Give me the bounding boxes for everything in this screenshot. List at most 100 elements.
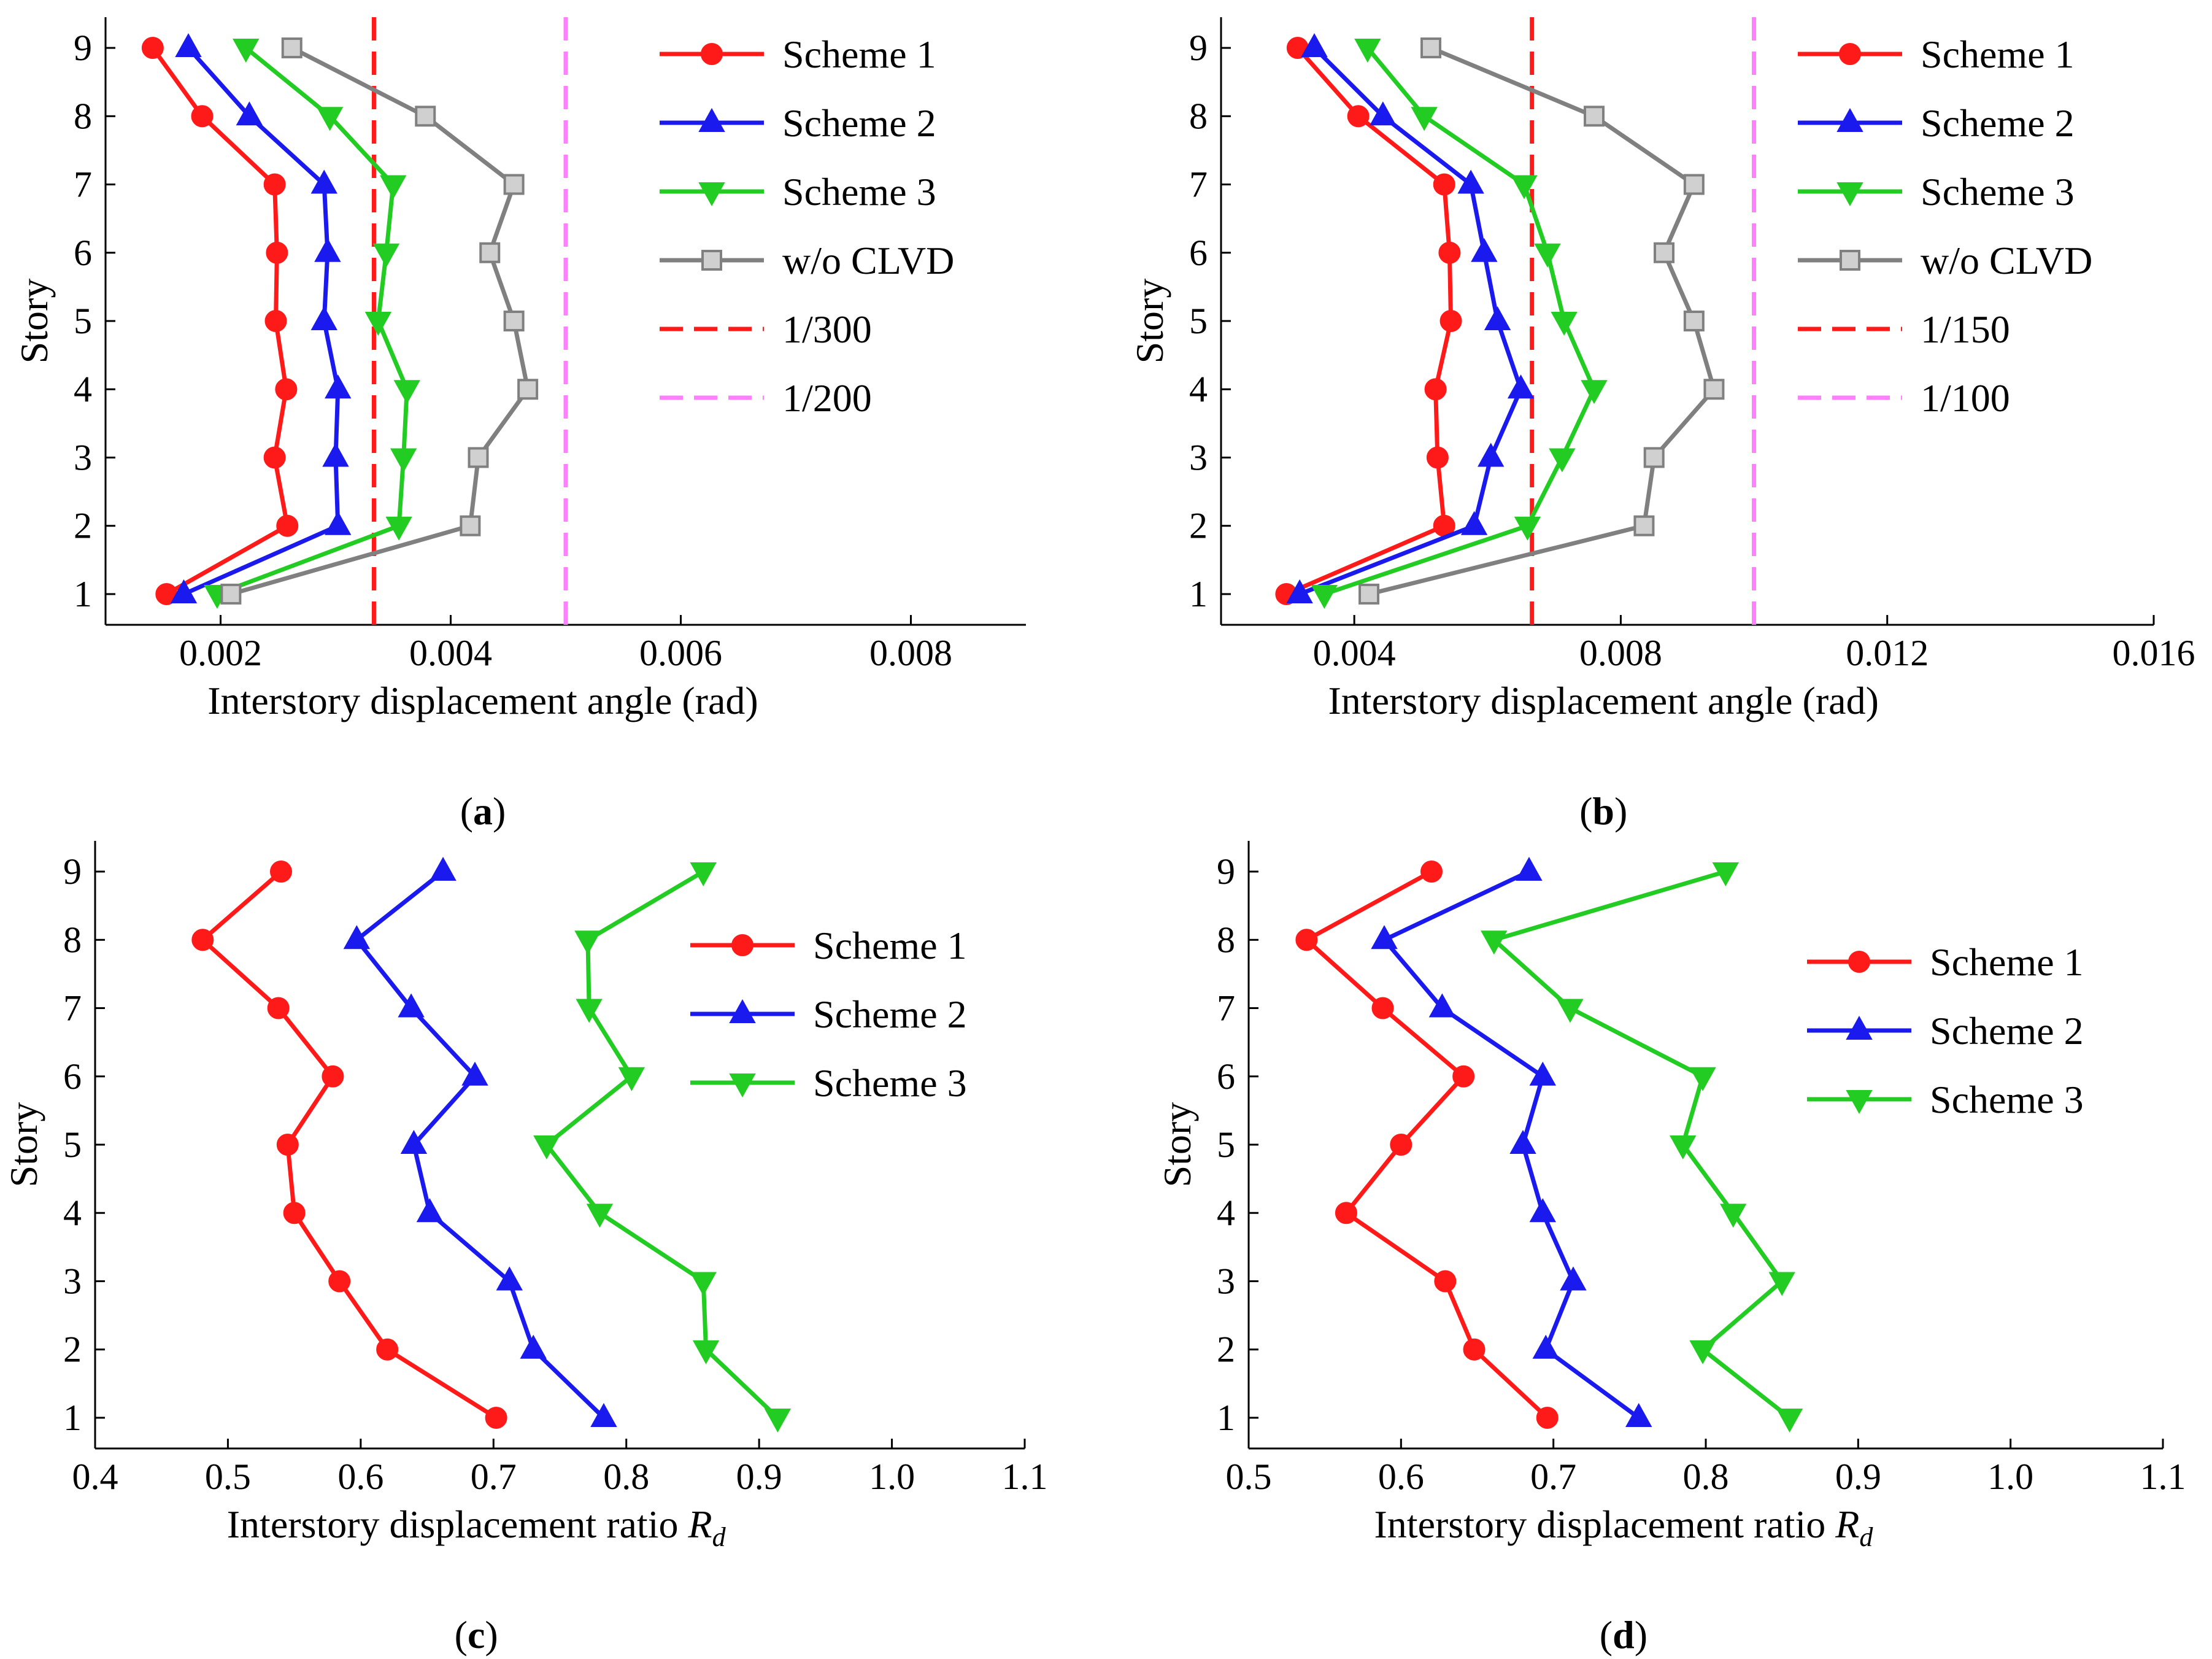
x-tick-label: 1.1 [1002,1456,1048,1497]
x-tick-label: 1.0 [869,1456,915,1497]
data-point [266,241,288,264]
x-tick-label: 0.006 [639,633,722,673]
data-point [1536,1406,1559,1429]
data-point [233,39,260,63]
x-axis-title-symbol: R [1835,1502,1859,1546]
legend-label: Scheme 2 [1930,1009,2084,1053]
y-tick-label: 2 [1189,506,1208,546]
data-point [1420,860,1443,883]
y-axis-title: Story [12,279,56,364]
panel-letter: c [468,1613,485,1657]
data-point [1311,584,1338,609]
data-point [385,516,412,541]
x-tick-label: 0.004 [409,633,492,673]
data-point [1516,856,1543,881]
legend-label: Scheme 3 [1921,170,2075,214]
data-point [1654,242,1674,263]
data-point [267,997,290,1019]
panel-letter: d [1613,1613,1635,1657]
data-point [1625,1402,1652,1427]
x-tick-label: 0.9 [736,1456,782,1497]
series-line-scheme-2 [183,46,341,597]
data-point [1509,1129,1536,1154]
panel-label: (a) [460,789,506,833]
series-line-scheme-2 [354,870,606,1420]
data-point [191,929,214,951]
data-point [398,993,425,1018]
series-line-scheme-3 [1492,869,1791,1420]
x-axis-title-text: Interstory displacement ratio [1374,1502,1835,1546]
legend-label: 1/100 [1921,376,2010,420]
data-point [692,1340,720,1364]
y-tick-label: 5 [1217,1124,1235,1165]
data-point [322,1065,344,1088]
data-point [390,448,417,473]
data-point [1354,39,1381,63]
y-tick-label: 5 [1189,301,1208,341]
data-point [1534,243,1561,268]
x-tick-label: 0.002 [179,633,262,673]
legend-label: w/o CLVD [782,239,954,282]
data-point [690,1272,717,1296]
x-axis-title: Interstory displacement angle (rad) [1328,679,1878,722]
legend-marker [698,182,725,207]
data-point [1457,169,1484,194]
y-tick-label: 9 [1189,28,1208,68]
data-point [236,101,263,126]
data-point [485,1406,507,1429]
legend-marker [1846,1090,1873,1115]
data-point [1438,241,1461,264]
x-axis-title-text: Interstory displacement ratio [227,1502,688,1546]
data-point [517,379,539,400]
y-tick-label: 1 [63,1398,82,1438]
legend-label: Scheme 2 [813,992,967,1036]
data-point [393,380,420,404]
y-tick-label: 7 [63,988,82,1029]
series-line-w-o-clvd [1368,45,1716,597]
data-point [468,447,489,468]
data-point [1712,862,1739,887]
data-point [590,1402,617,1427]
panel-label: (c) [455,1613,498,1657]
data-point [1560,1266,1587,1291]
data-point [618,1067,645,1091]
legend-label: Scheme 1 [782,33,936,76]
data-point [1347,105,1370,128]
legend-label: Scheme 3 [782,170,936,214]
x-tick-label: 1.1 [2140,1456,2186,1497]
legend-marker [731,934,753,956]
data-point [520,1334,547,1359]
y-tick-label: 6 [74,233,92,273]
data-point [576,999,603,1023]
data-point [1370,101,1397,126]
y-tick-label: 2 [63,1329,82,1370]
x-axis-title-symbol: R [687,1502,712,1546]
legend-label: Scheme 2 [1921,101,2075,145]
panel-letter: a [473,789,493,833]
legend-label: 1/200 [782,376,872,420]
y-tick-label: 4 [74,369,92,409]
x-tick-label: 0.4 [72,1456,118,1497]
data-point [310,306,337,330]
data-point [1439,310,1462,332]
data-point [1484,306,1511,330]
x-tick-label: 0.6 [1378,1456,1424,1497]
data-point [1481,930,1508,955]
y-tick-label: 3 [1189,437,1208,478]
data-point [191,105,214,128]
x-tick-label: 0.6 [337,1456,383,1497]
data-point [364,312,392,336]
data-point [1670,1135,1697,1160]
data-point [1551,312,1578,336]
data-point [1643,447,1665,468]
data-point [460,515,481,536]
y-tick-label: 1 [1189,574,1208,614]
y-axis-title: Story [2,1102,45,1188]
data-point [1529,1061,1556,1086]
data-point [175,33,202,58]
y-tick-label: 1 [1217,1398,1235,1438]
chart-panel-c: 0.4 0.5 0.6 0.7 0.8 0.9 1.0 1.1 1 2 3 4 5 6 7 8 9 Interst… [2,841,1048,1657]
data-point [1335,1202,1357,1224]
y-tick-label: 5 [74,301,92,341]
x-tick-label: 0.012 [1846,633,1929,673]
